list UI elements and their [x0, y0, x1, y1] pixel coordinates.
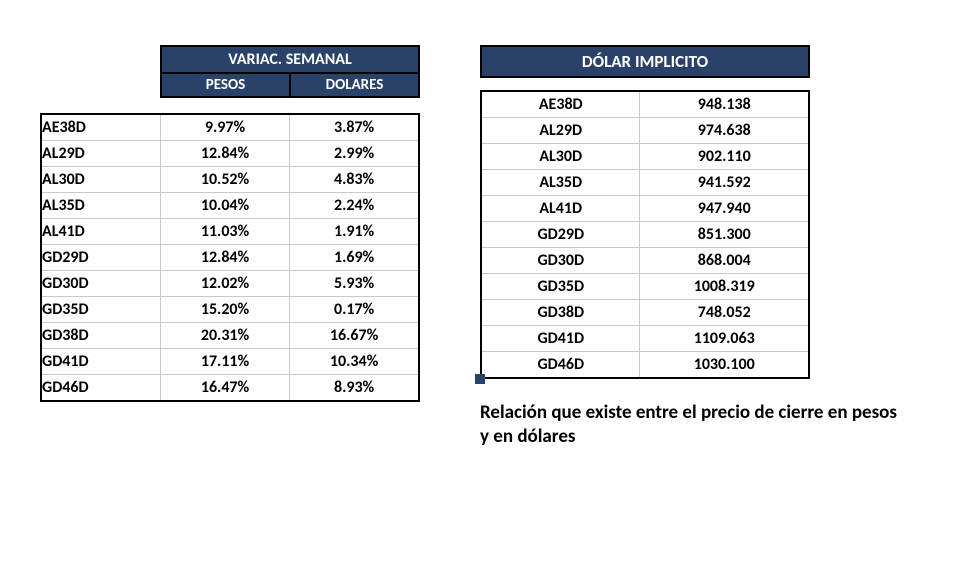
pesos-cell: 10.52%	[160, 167, 289, 193]
table1-subheader-dolares: DOLARES	[291, 74, 420, 98]
table1-subheader-pesos: PESOS	[160, 74, 291, 98]
table-row: AL41D947.940	[481, 196, 809, 222]
value-cell: 1008.319	[640, 274, 809, 300]
ticker-cell: AL35D	[481, 170, 640, 196]
dolares-cell: 3.87%	[290, 114, 419, 141]
value-cell: 941.592	[640, 170, 809, 196]
value-cell: 748.052	[640, 300, 809, 326]
table2-caption: Relación que existe entre el precio de c…	[480, 401, 900, 449]
table-row: AL30D10.52%4.83%	[41, 167, 419, 193]
ticker-cell: GD30D	[41, 271, 160, 297]
pesos-cell: 9.97%	[160, 114, 289, 141]
ticker-cell: GD30D	[481, 248, 640, 274]
table-row: GD38D20.31%16.67%	[41, 323, 419, 349]
table1-title: VARIAC. SEMANAL	[160, 45, 420, 74]
dolares-cell: 4.83%	[290, 167, 419, 193]
ticker-cell: GD41D	[481, 326, 640, 352]
ticker-cell: GD38D	[41, 323, 160, 349]
pesos-cell: 12.02%	[160, 271, 289, 297]
ticker-cell: GD38D	[481, 300, 640, 326]
pesos-cell: 11.03%	[160, 219, 289, 245]
ticker-cell: AE38D	[41, 114, 160, 141]
table-row: GD29D851.300	[481, 222, 809, 248]
table-row: GD35D15.20%0.17%	[41, 297, 419, 323]
table-row: AE38D948.138	[481, 91, 809, 118]
table-row: GD38D748.052	[481, 300, 809, 326]
ticker-cell: GD46D	[41, 375, 160, 402]
table-row: GD35D1008.319	[481, 274, 809, 300]
table-row: AL29D974.638	[481, 118, 809, 144]
ticker-cell: AL29D	[41, 141, 160, 167]
table-row: GD41D17.11%10.34%	[41, 349, 419, 375]
table-row: AE38D9.97%3.87%	[41, 114, 419, 141]
ticker-cell: AL29D	[481, 118, 640, 144]
value-cell: 1109.063	[640, 326, 809, 352]
table-row: GD46D1030.100	[481, 352, 809, 379]
ticker-cell: AL41D	[41, 219, 160, 245]
pesos-cell: 12.84%	[160, 141, 289, 167]
corner-mark-icon	[475, 374, 485, 384]
table-row: AL41D11.03%1.91%	[41, 219, 419, 245]
value-cell: 948.138	[640, 91, 809, 118]
pesos-cell: 12.84%	[160, 245, 289, 271]
value-cell: 851.300	[640, 222, 809, 248]
dolares-cell: 16.67%	[290, 323, 419, 349]
table-row: GD41D1109.063	[481, 326, 809, 352]
table-row: GD29D12.84%1.69%	[41, 245, 419, 271]
table-row: GD30D868.004	[481, 248, 809, 274]
ticker-cell: AL41D	[481, 196, 640, 222]
dolares-cell: 1.69%	[290, 245, 419, 271]
pesos-cell: 10.04%	[160, 193, 289, 219]
ticker-cell: AL35D	[41, 193, 160, 219]
table-row: AL35D10.04%2.24%	[41, 193, 419, 219]
table2-title: DÓLAR IMPLICITO	[480, 45, 810, 78]
ticker-cell: AL30D	[481, 144, 640, 170]
pesos-cell: 15.20%	[160, 297, 289, 323]
table1-body: AE38D9.97%3.87%AL29D12.84%2.99%AL30D10.5…	[40, 113, 420, 402]
value-cell: 974.638	[640, 118, 809, 144]
value-cell: 1030.100	[640, 352, 809, 379]
pesos-cell: 16.47%	[160, 375, 289, 402]
ticker-cell: AE38D	[481, 91, 640, 118]
dolares-cell: 2.24%	[290, 193, 419, 219]
table-row: GD46D16.47%8.93%	[41, 375, 419, 402]
table-row: AL30D902.110	[481, 144, 809, 170]
ticker-cell: GD29D	[481, 222, 640, 248]
dolar-implicito-table: DÓLAR IMPLICITO AE38D948.138AL29D974.638…	[480, 45, 900, 379]
pesos-cell: 17.11%	[160, 349, 289, 375]
table-row: AL29D12.84%2.99%	[41, 141, 419, 167]
pesos-cell: 20.31%	[160, 323, 289, 349]
ticker-cell: GD41D	[41, 349, 160, 375]
ticker-cell: GD29D	[41, 245, 160, 271]
dolares-cell: 8.93%	[290, 375, 419, 402]
ticker-cell: GD35D	[41, 297, 160, 323]
table-row: AL35D941.592	[481, 170, 809, 196]
ticker-cell: GD46D	[481, 352, 640, 379]
value-cell: 947.940	[640, 196, 809, 222]
dolares-cell: 2.99%	[290, 141, 419, 167]
value-cell: 868.004	[640, 248, 809, 274]
value-cell: 902.110	[640, 144, 809, 170]
ticker-cell: AL30D	[41, 167, 160, 193]
dolares-cell: 1.91%	[290, 219, 419, 245]
dolares-cell: 5.93%	[290, 271, 419, 297]
variac-semanal-table: VARIAC. SEMANAL PESOS DOLARES AE38D9.97%…	[40, 45, 420, 449]
dolares-cell: 10.34%	[290, 349, 419, 375]
dolares-cell: 0.17%	[290, 297, 419, 323]
ticker-cell: GD35D	[481, 274, 640, 300]
table-row: GD30D12.02%5.93%	[41, 271, 419, 297]
table2-body: AE38D948.138AL29D974.638AL30D902.110AL35…	[480, 90, 810, 379]
